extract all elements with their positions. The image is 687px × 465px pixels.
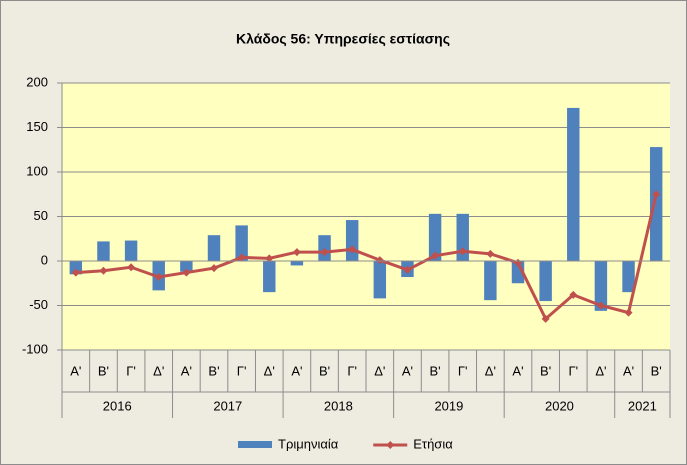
x-tick-label: Β' <box>540 363 551 378</box>
bar <box>539 261 552 302</box>
bar <box>124 240 138 261</box>
marker <box>458 247 467 256</box>
x-tick-label: Β' <box>430 363 441 378</box>
legend-swatch <box>238 441 272 448</box>
group-label: 2017 <box>213 398 242 413</box>
marker <box>99 266 108 275</box>
bar <box>428 213 442 261</box>
group-label: 2021 <box>628 398 657 413</box>
bar <box>594 261 608 311</box>
marker <box>292 248 301 257</box>
bar <box>97 241 110 261</box>
bar <box>373 261 387 299</box>
bar <box>180 261 193 272</box>
marker <box>624 308 633 317</box>
x-tick-label: Γ' <box>237 363 247 378</box>
group-label: 2016 <box>103 398 132 413</box>
marker <box>348 245 357 254</box>
x-tick-label: Α' <box>512 363 523 378</box>
chart-title: Κλάδος 56: Υπηρεσίες εστίασης <box>236 31 450 47</box>
marker <box>265 254 274 263</box>
marker <box>431 251 440 260</box>
marker <box>320 248 329 257</box>
bar <box>456 213 469 261</box>
x-tick-label: Δ' <box>374 363 385 378</box>
x-tick-label: Δ' <box>485 363 496 378</box>
bar <box>235 225 248 261</box>
bar <box>345 220 359 261</box>
legend-label: Τριμηνιαία <box>278 436 339 451</box>
bar <box>207 235 221 261</box>
y-tick-label: -50 <box>29 297 48 312</box>
marker <box>154 273 163 282</box>
y-tick-label: 50 <box>34 208 48 223</box>
x-tick-label: Α' <box>70 363 81 378</box>
line <box>75 193 658 322</box>
x-tick-label: Γ' <box>126 363 136 378</box>
marker <box>71 268 80 277</box>
group-label: 2020 <box>545 398 574 413</box>
x-tick-label: Δ' <box>153 363 164 378</box>
x-tick-label: Α' <box>402 363 413 378</box>
group-label: 2018 <box>324 398 353 413</box>
marker <box>596 301 605 310</box>
marker <box>403 265 412 274</box>
y-tick-label: 0 <box>41 252 48 267</box>
bar <box>290 261 304 266</box>
x-tick-label: Β' <box>98 363 109 378</box>
marker <box>486 249 495 258</box>
x-tick-label: Δ' <box>264 363 275 378</box>
legend-marker <box>386 441 395 449</box>
marker <box>652 190 661 199</box>
bar <box>649 147 663 261</box>
x-tick-label: Β' <box>319 363 330 378</box>
y-tick-label: 150 <box>26 119 48 134</box>
legend-label: Ετήσια <box>413 436 453 451</box>
marker <box>210 264 218 273</box>
marker <box>127 263 136 272</box>
x-tick-label: Γ' <box>568 363 578 378</box>
marker <box>182 268 191 277</box>
x-tick-label: Γ' <box>347 363 357 378</box>
bar <box>622 261 635 293</box>
y-tick-label: -100 <box>22 341 48 356</box>
marker <box>237 253 246 262</box>
x-tick-label: Α' <box>291 363 302 378</box>
bar <box>567 107 580 261</box>
y-tick-label: 100 <box>26 163 48 178</box>
marker <box>375 256 384 265</box>
bar <box>263 261 276 293</box>
x-tick-label: Α' <box>623 363 634 378</box>
marker <box>541 314 550 323</box>
x-tick-label: Γ' <box>458 363 468 378</box>
group-label: 2019 <box>434 398 463 413</box>
x-tick-label: Β' <box>208 363 219 378</box>
y-tick-label: 200 <box>26 74 48 89</box>
x-tick-label: Β' <box>651 363 662 378</box>
bar <box>484 261 497 301</box>
x-tick-label: Δ' <box>595 363 606 378</box>
marker <box>569 290 578 299</box>
x-tick-label: Α' <box>181 363 192 378</box>
bar <box>318 235 331 261</box>
